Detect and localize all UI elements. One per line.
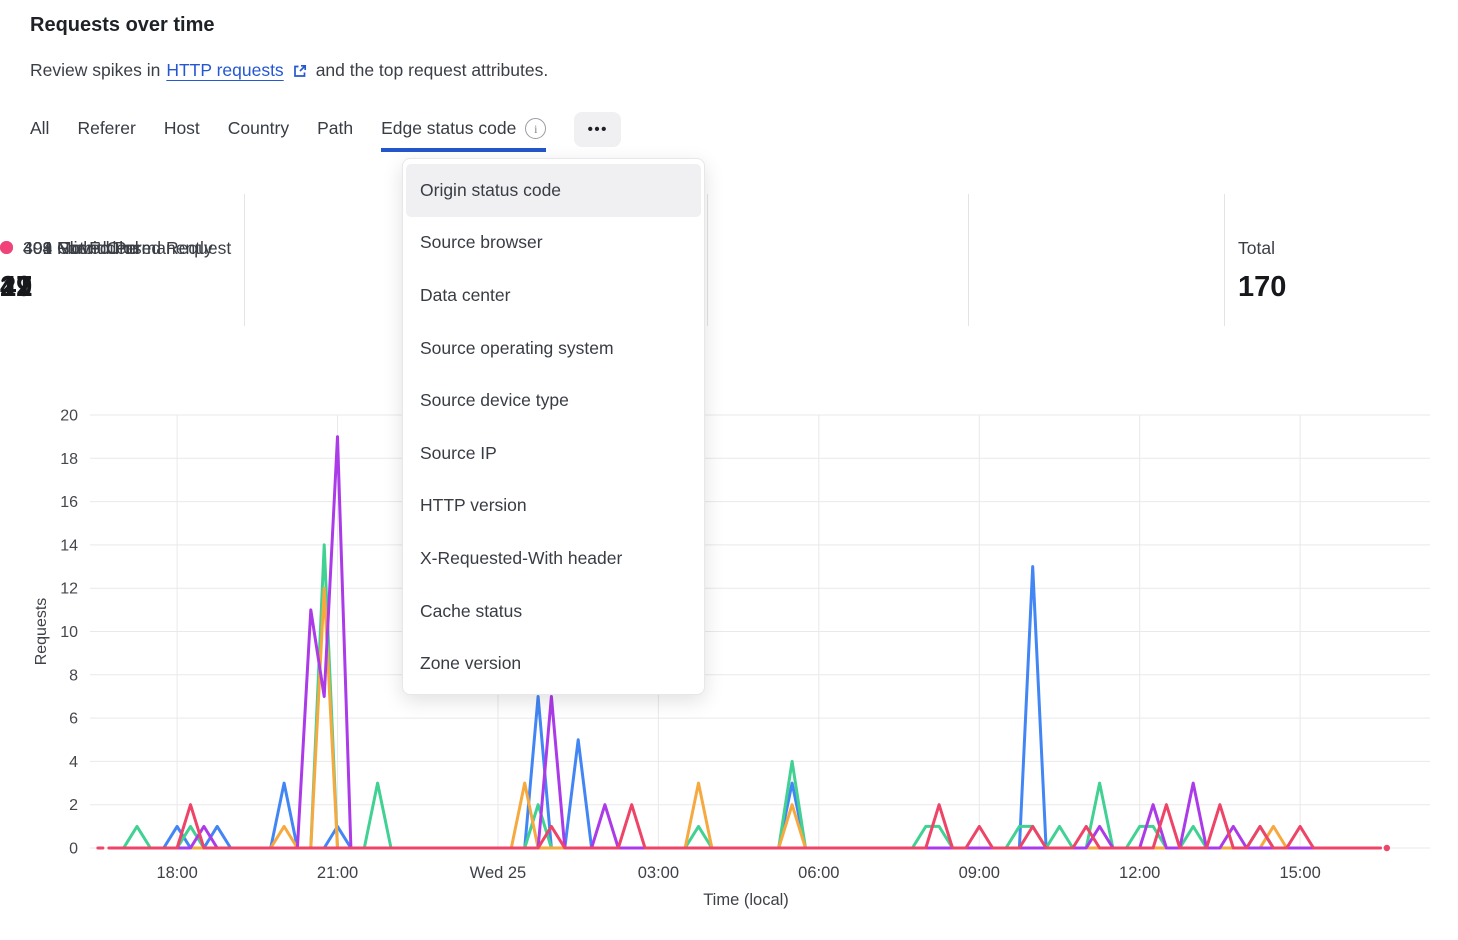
x-tick-label: 18:00 bbox=[156, 864, 197, 882]
subtitle-prefix: Review spikes in bbox=[30, 60, 161, 80]
series-end-dot bbox=[1383, 844, 1391, 852]
stat-label: 301 Moved Permanently bbox=[23, 237, 213, 258]
stat-divider bbox=[968, 194, 969, 326]
requests-chart: 0 2 4 6 8 10 12 14 16 18 20 18:00 21:00 Wed 25 03:00 06… bbox=[33, 408, 1430, 909]
tab-label: Country bbox=[227, 118, 290, 138]
stat-value: 22 bbox=[0, 271, 33, 303]
stat-divider bbox=[244, 194, 245, 326]
y-tick-label: 0 bbox=[69, 841, 78, 858]
attribute-dropdown-menu: Origin status code Source browser Data cen… bbox=[402, 158, 705, 695]
tab-edge-status-code[interactable]: Edge status code i bbox=[381, 118, 547, 152]
x-tick-label: 06:00 bbox=[798, 864, 839, 882]
stat-divider bbox=[1224, 194, 1225, 326]
menu-item-http-version[interactable]: HTTP version bbox=[420, 495, 527, 516]
tab-host[interactable]: Host bbox=[164, 118, 200, 152]
stat-value: 41 bbox=[0, 271, 33, 303]
x-tick-label: 12:00 bbox=[1119, 864, 1160, 882]
tab-label: Referer bbox=[77, 118, 136, 138]
y-tick-label: 16 bbox=[60, 494, 78, 511]
series-line-499-client-closed-request bbox=[108, 803, 1382, 850]
tab-referer[interactable]: Referer bbox=[77, 118, 135, 152]
x-tick-label: 21:00 bbox=[317, 864, 358, 882]
stat-301-moved-permanently: 301 Moved Permanently 41 bbox=[0, 186, 213, 304]
tab-label: Host bbox=[163, 118, 200, 138]
more-tabs-button[interactable]: ••• bbox=[574, 112, 622, 147]
tab-all[interactable]: All bbox=[30, 118, 49, 152]
y-tick-label: 10 bbox=[60, 624, 78, 641]
stat-label: Total bbox=[1238, 237, 1275, 258]
menu-item-x-requested-with-header[interactable]: X-Requested-With header bbox=[420, 547, 623, 568]
y-tick-label: 14 bbox=[60, 537, 78, 554]
subtitle-suffix: and the top request attributes. bbox=[315, 60, 549, 80]
stat-value: 17 bbox=[0, 271, 33, 303]
tab-label: Path bbox=[317, 118, 354, 138]
stat-499-client-closed-request: 499 Client Closed Request 17 bbox=[0, 186, 231, 304]
menu-item-cache-status[interactable]: Cache status bbox=[420, 600, 523, 621]
menu-item-source-ip[interactable]: Source IP bbox=[420, 442, 497, 463]
stat-color-dot bbox=[0, 240, 13, 254]
menu-item-data-center[interactable]: Data center bbox=[420, 284, 511, 305]
menu-item-source-operating-system[interactable]: Source operating system bbox=[420, 337, 614, 358]
stat-total: Total 170 bbox=[1238, 186, 1286, 304]
stat-403-forbidden: 403 Forbidden 49 bbox=[0, 186, 136, 304]
x-tick-label: 15:00 bbox=[1279, 864, 1320, 882]
stat-divider bbox=[707, 194, 708, 326]
y-tick-label: 18 bbox=[60, 451, 78, 468]
x-tick-label: 03:00 bbox=[638, 864, 679, 882]
y-tick-label: 6 bbox=[69, 711, 78, 728]
menu-item-source-device-type[interactable]: Source device type bbox=[420, 390, 569, 411]
y-tick-label: 20 bbox=[60, 408, 78, 425]
y-axis-title: Requests bbox=[33, 598, 50, 666]
menu-item-source-browser[interactable]: Source browser bbox=[420, 232, 543, 253]
y-tick-label: 12 bbox=[60, 581, 78, 598]
tab-path[interactable]: Path bbox=[317, 118, 353, 152]
stat-value: 49 bbox=[0, 271, 33, 303]
x-tick-label: 09:00 bbox=[959, 864, 1000, 882]
subtitle: Review spikes in HTTP requests and the t… bbox=[30, 60, 548, 81]
series-line-403-forbidden bbox=[108, 435, 1382, 850]
tab-country[interactable]: Country bbox=[228, 118, 289, 152]
tab-label: Edge status code bbox=[381, 118, 517, 138]
y-tick-label: 4 bbox=[69, 754, 78, 771]
stat-label: 404 Not Found bbox=[23, 237, 139, 258]
tab-bar: All Referer Host Country Path Edge status cod… bbox=[30, 112, 622, 152]
stat-label: 499 Client Closed Request bbox=[23, 237, 232, 258]
stats-row: Total 170 403 Forbidden 49 301 Moved Permane… bbox=[0, 186, 1458, 326]
x-tick-label: Wed 25 bbox=[470, 864, 527, 882]
info-icon[interactable]: i bbox=[525, 118, 547, 139]
y-tick-label: 2 bbox=[69, 797, 78, 814]
tab-label: All bbox=[30, 118, 50, 138]
y-tick-label: 8 bbox=[69, 667, 78, 684]
x-axis-title: Time (local) bbox=[703, 891, 789, 909]
http-requests-link[interactable]: HTTP requests bbox=[166, 60, 284, 80]
external-link-icon bbox=[292, 63, 308, 79]
menu-item-zone-version[interactable]: Zone version bbox=[420, 653, 522, 674]
menu-item-origin-status-code[interactable]: Origin status code bbox=[406, 164, 701, 217]
stat-label: 403 Forbidden bbox=[23, 237, 136, 258]
page-title: Requests over time bbox=[30, 14, 215, 36]
stat-value: 170 bbox=[1238, 271, 1287, 303]
